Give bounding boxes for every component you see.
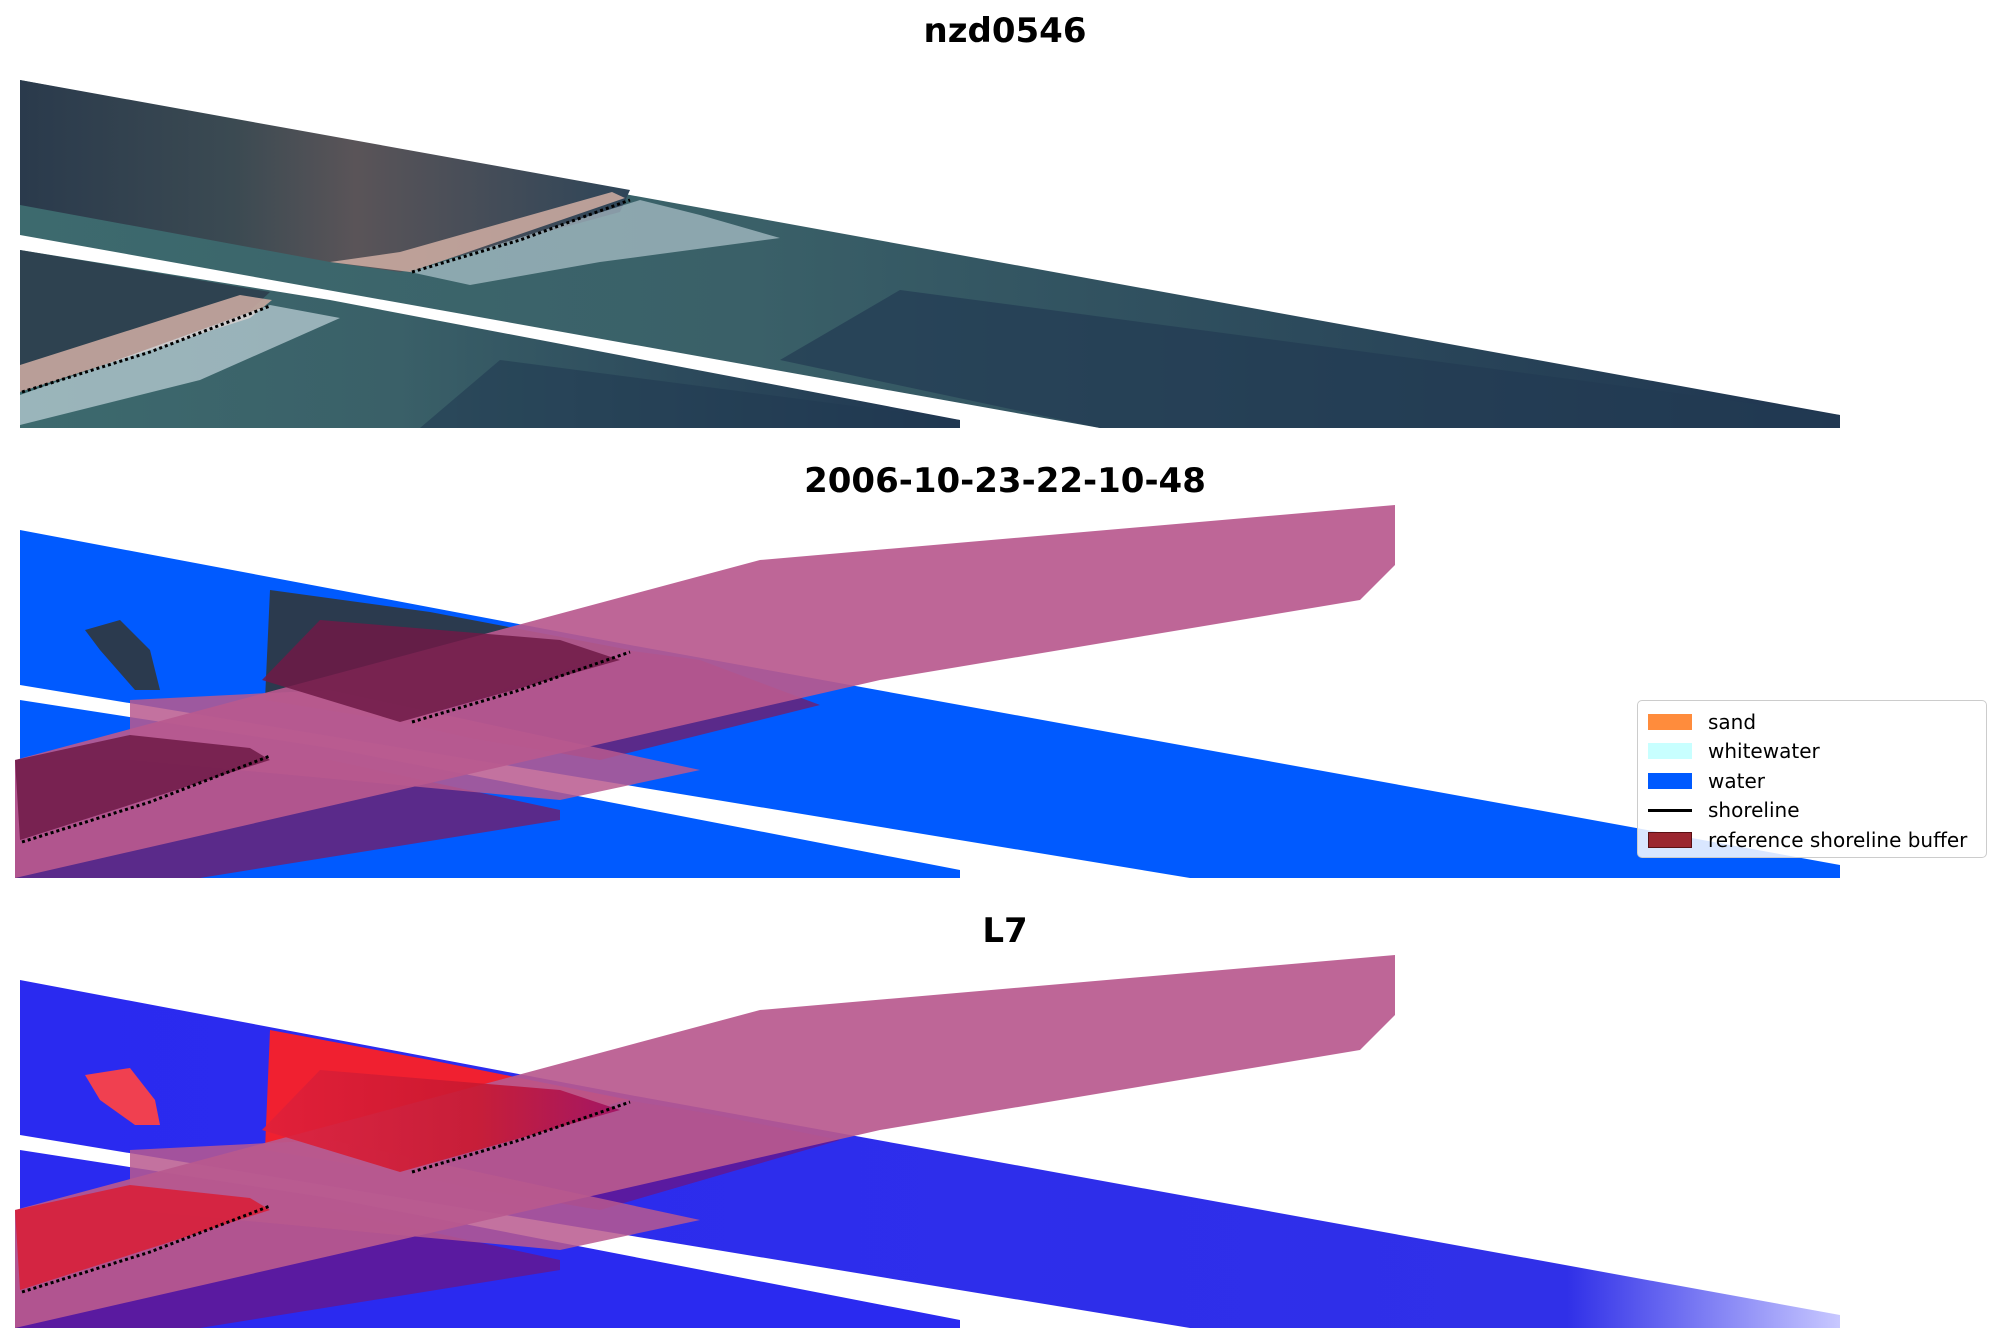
legend-label: sand — [1708, 709, 1757, 734]
rgb-upper-surf — [410, 200, 780, 285]
legend-label: shoreline — [1708, 798, 1800, 823]
class-buffer-dark-lower — [15, 735, 270, 840]
rgb-lower-beach — [20, 295, 272, 392]
rgb-shoreline-upper — [411, 198, 631, 274]
legend-patch-swatch — [1648, 772, 1692, 789]
panel-title-index: L7 — [982, 911, 1027, 951]
class-buffer-band-2 — [130, 690, 700, 800]
legend-label: reference shoreline buffer — [1708, 827, 1968, 852]
class-upper-water — [20, 530, 1840, 878]
rgb-lower-surf — [20, 305, 340, 425]
legend-item-reference-shoreline-buffer: reference shoreline buffer — [1648, 825, 1976, 855]
legend-item-water: water — [1648, 766, 1976, 796]
index-buffer-band-2 — [130, 1140, 700, 1250]
panel-rgb: nzd0546 — [20, 11, 1840, 428]
legend-item-shoreline: shoreline — [1648, 796, 1976, 826]
class-buffer-band-1 — [15, 505, 1395, 878]
index-buffer-red-upper — [262, 1070, 620, 1172]
class-buffer-dark-upper — [262, 620, 620, 722]
legend-label: whitewater — [1708, 739, 1820, 764]
panel-classified: 2006-10-23-22-10-48 — [15, 461, 1840, 878]
index-shoreline-lower — [21, 1204, 271, 1294]
index-shoreline-upper — [411, 1100, 631, 1174]
panel-index: L7 — [15, 911, 1840, 1328]
legend-item-sand: sand — [1648, 707, 1976, 737]
legend: sand whitewater water shoreline reference sh… — [1637, 700, 1987, 858]
legend-patch-swatch — [1648, 743, 1692, 760]
panel-title-classified: 2006-10-23-22-10-48 — [804, 461, 1206, 501]
index-buffer-red-lower — [15, 1185, 270, 1290]
legend-line-swatch — [1648, 808, 1692, 812]
legend-patch-swatch — [1648, 831, 1692, 848]
class-shoreline-lower — [21, 754, 271, 844]
class-shoreline-upper — [411, 650, 631, 724]
rgb-upper-deepsea — [780, 290, 1840, 428]
class-upper-island — [85, 620, 160, 690]
rgb-shoreline-lower — [21, 304, 271, 394]
legend-item-whitewater: whitewater — [1648, 737, 1976, 767]
index-buffer-band-1 — [15, 955, 1395, 1328]
legend-label: water — [1708, 768, 1765, 793]
panel-title-rgb: nzd0546 — [924, 11, 1087, 51]
index-upper-island — [85, 1068, 160, 1125]
rgb-upper-beach — [330, 192, 625, 272]
legend-patch-swatch — [1648, 713, 1692, 730]
rgb-lower-deepsea — [420, 360, 960, 428]
index-upper-water — [20, 980, 1840, 1328]
rgb-upper-land — [20, 80, 630, 272]
